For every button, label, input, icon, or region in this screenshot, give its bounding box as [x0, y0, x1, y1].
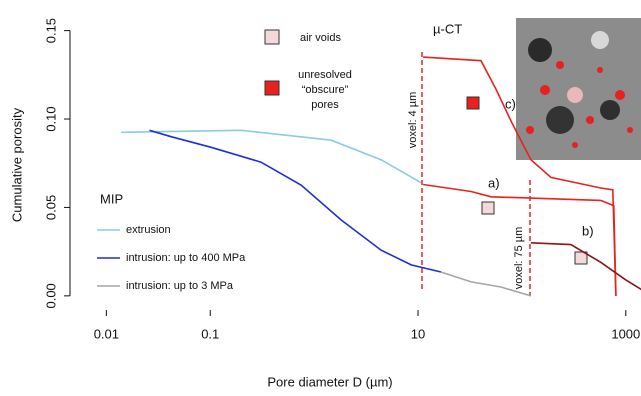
series-line: [121, 130, 421, 182]
annotation: µ-CT: [433, 21, 462, 36]
annotation: pores: [311, 99, 339, 111]
obscure-pore-marker: [265, 81, 279, 95]
x-tick-label: 10: [411, 326, 425, 341]
legend-label: extrusion: [126, 224, 171, 236]
legend-label: intrusion: up to 3 MPa: [126, 280, 234, 292]
y-tick-label: 0.05: [43, 195, 58, 220]
annotation: voxel: 75 µm: [513, 227, 525, 290]
y-tick-label: 0.10: [43, 106, 58, 131]
x-axis-label: Pore diameter D (µm): [267, 374, 392, 389]
curve-label: a): [488, 175, 500, 190]
series-line: [531, 243, 641, 290]
y-axis-label: Cumulative porosity: [9, 107, 24, 222]
x-tick-label: 1000: [611, 326, 640, 341]
annotation: “obscure”: [302, 84, 349, 96]
chart: voxel: 4 µm voxel: 75 µm µ-CT air voids …: [0, 0, 641, 396]
series-line: [150, 130, 441, 272]
y-tick-label: 0.00: [43, 283, 58, 308]
y-tick-label: 0.15: [43, 18, 58, 43]
legend-label: intrusion: up to 400 MPa: [126, 252, 246, 264]
legend-title: MIP: [100, 191, 123, 206]
air-void-marker: [482, 202, 494, 214]
annotation: air voids: [300, 32, 341, 44]
curve-label: c): [505, 96, 516, 111]
air-void-marker: [265, 30, 279, 44]
annotation: voxel: 4 µm: [407, 92, 419, 148]
curve-label: b): [582, 223, 594, 238]
ct-inset: [516, 18, 641, 160]
obscure-pore-marker: [467, 97, 479, 109]
x-tick-label: 0.01: [94, 326, 119, 341]
annotation: unresolved: [298, 69, 352, 81]
x-tick-label: 0.1: [201, 326, 219, 341]
